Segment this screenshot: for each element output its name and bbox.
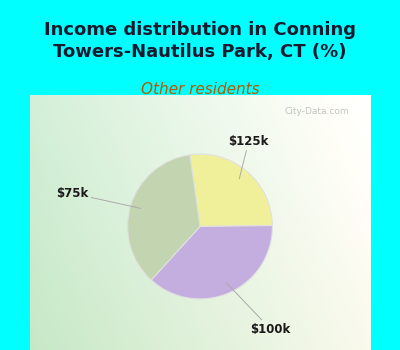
Text: Other residents: Other residents bbox=[141, 82, 259, 97]
Text: $100k: $100k bbox=[226, 283, 290, 336]
Text: City-Data.com: City-Data.com bbox=[284, 107, 349, 116]
Wedge shape bbox=[128, 155, 200, 280]
Text: $75k: $75k bbox=[56, 187, 140, 208]
Text: Income distribution in Conning
Towers-Nautilus Park, CT (%): Income distribution in Conning Towers-Na… bbox=[44, 21, 356, 61]
Wedge shape bbox=[190, 154, 272, 226]
Wedge shape bbox=[151, 225, 272, 299]
Text: $125k: $125k bbox=[228, 135, 269, 179]
